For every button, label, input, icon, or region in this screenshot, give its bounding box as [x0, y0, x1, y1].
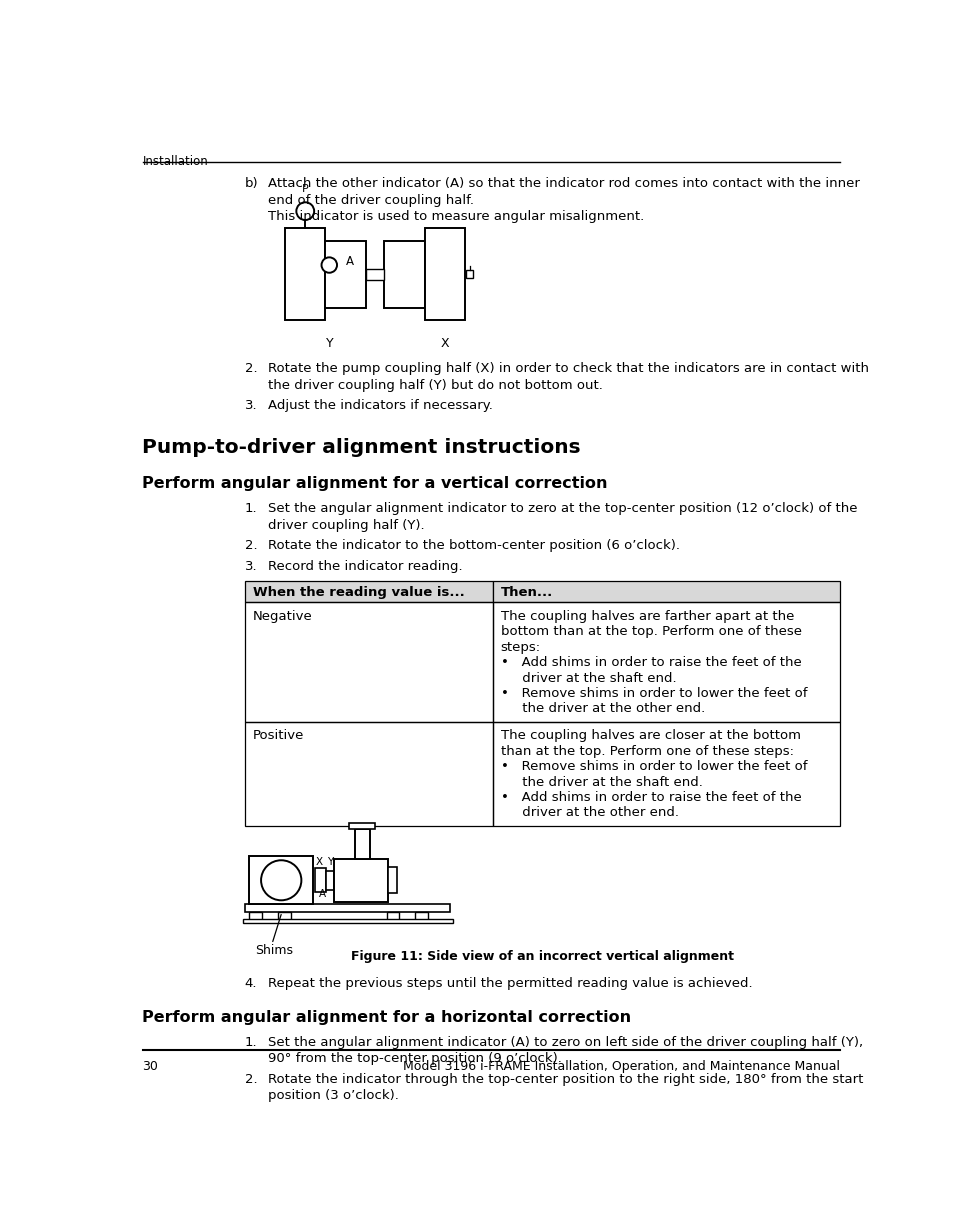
- Text: •   Remove shims in order to lower the feet of: • Remove shims in order to lower the fee…: [500, 761, 806, 773]
- Text: X: X: [315, 856, 322, 867]
- Bar: [388, 867, 397, 893]
- Bar: [349, 822, 375, 829]
- Bar: [466, 270, 473, 279]
- Text: Adjust the indicators if necessary.: Adjust the indicators if necessary.: [268, 399, 493, 412]
- Text: •   Remove shims in order to lower the feet of: • Remove shims in order to lower the fee…: [500, 687, 806, 701]
- Bar: [355, 829, 370, 859]
- Text: 2.: 2.: [245, 1072, 257, 1086]
- Bar: [245, 582, 493, 602]
- Text: bottom than at the top. Perform one of these: bottom than at the top. Perform one of t…: [500, 626, 801, 638]
- Text: When the reading value is...: When the reading value is...: [253, 587, 464, 599]
- Text: Set the angular alignment indicator to zero at the top-center position (12 o’clo: Set the angular alignment indicator to z…: [268, 502, 857, 515]
- Text: the driver at the shaft end.: the driver at the shaft end.: [500, 775, 701, 789]
- Text: Attach the other indicator (A) so that the indicator rod comes into contact with: Attach the other indicator (A) so that t…: [268, 177, 859, 190]
- Text: 4.: 4.: [245, 977, 257, 990]
- Text: Set the angular alignment indicator (A) to zero on left side of the driver coupl: Set the angular alignment indicator (A) …: [268, 1036, 862, 1049]
- Text: Rotate the indicator to the bottom-center position (6 o’clock).: Rotate the indicator to the bottom-cente…: [268, 539, 679, 552]
- Text: Y: Y: [326, 337, 334, 351]
- Bar: [493, 582, 840, 602]
- Text: Model 3196 i-FRAME Installation, Operation, and Maintenance Manual: Model 3196 i-FRAME Installation, Operati…: [402, 1060, 840, 1072]
- Text: driver coupling half (Y).: driver coupling half (Y).: [268, 519, 424, 531]
- Circle shape: [261, 860, 301, 901]
- Text: •   Add shims in order to raise the feet of the: • Add shims in order to raise the feet o…: [500, 791, 801, 804]
- Bar: [243, 919, 452, 923]
- Text: P: P: [302, 184, 309, 194]
- Text: Perform angular alignment for a horizontal correction: Perform angular alignment for a horizont…: [142, 1010, 631, 1025]
- Text: 3.: 3.: [245, 560, 257, 573]
- Bar: [424, 228, 464, 320]
- Bar: [326, 871, 334, 890]
- Text: This indicator is used to measure angular misalignment.: This indicator is used to measure angula…: [268, 210, 643, 223]
- Bar: [493, 721, 840, 826]
- Text: 90° from the top-center position (9 o’clock).: 90° from the top-center position (9 o’cl…: [268, 1053, 561, 1065]
- Text: •   Add shims in order to raise the feet of the: • Add shims in order to raise the feet o…: [500, 656, 801, 669]
- Bar: [245, 904, 450, 912]
- Text: Pump-to-driver alignment instructions: Pump-to-driver alignment instructions: [142, 438, 580, 456]
- Text: end of the driver coupling half.: end of the driver coupling half.: [268, 194, 474, 207]
- Text: the driver at the other end.: the driver at the other end.: [500, 702, 704, 715]
- Bar: [386, 912, 398, 919]
- Text: driver at the shaft end.: driver at the shaft end.: [500, 671, 676, 685]
- Text: The coupling halves are closer at the bottom: The coupling halves are closer at the bo…: [500, 729, 800, 742]
- Text: The coupling halves are farther apart at the: The coupling halves are farther apart at…: [500, 610, 793, 623]
- Text: A: A: [346, 255, 354, 267]
- Bar: [245, 602, 493, 721]
- Text: position (3 o’clock).: position (3 o’clock).: [268, 1090, 398, 1102]
- Text: Then...: Then...: [500, 587, 552, 599]
- Bar: [415, 912, 427, 919]
- Bar: [384, 240, 424, 308]
- Text: driver at the other end.: driver at the other end.: [500, 806, 678, 820]
- Text: b): b): [245, 177, 258, 190]
- Text: Rotate the indicator through the top-center position to the right side, 180° fro: Rotate the indicator through the top-cen…: [268, 1072, 862, 1086]
- Bar: [245, 721, 493, 826]
- Bar: [285, 228, 325, 320]
- Bar: [249, 912, 261, 919]
- Text: Repeat the previous steps until the permitted reading value is achieved.: Repeat the previous steps until the perm…: [268, 977, 752, 990]
- Text: Perform angular alignment for a vertical correction: Perform angular alignment for a vertical…: [142, 476, 607, 491]
- Bar: [365, 269, 384, 280]
- Text: Figure 11: Side view of an incorrect vertical alignment: Figure 11: Side view of an incorrect ver…: [351, 951, 733, 963]
- Text: Installation: Installation: [142, 155, 208, 168]
- Bar: [314, 869, 326, 892]
- Text: Positive: Positive: [253, 729, 304, 742]
- Text: 30: 30: [142, 1060, 158, 1072]
- Text: than at the top. Perform one of these steps:: than at the top. Perform one of these st…: [500, 745, 793, 758]
- Text: 1.: 1.: [245, 1036, 257, 1049]
- Text: Negative: Negative: [253, 610, 312, 623]
- Text: 2.: 2.: [245, 539, 257, 552]
- Text: Shims: Shims: [254, 945, 293, 957]
- Circle shape: [296, 202, 314, 220]
- Text: X: X: [440, 337, 449, 351]
- Bar: [249, 856, 313, 904]
- Text: 1.: 1.: [245, 502, 257, 515]
- Bar: [493, 602, 840, 721]
- Bar: [278, 912, 291, 919]
- Text: Record the indicator reading.: Record the indicator reading.: [268, 560, 462, 573]
- Text: A: A: [318, 890, 325, 899]
- Text: 2.: 2.: [245, 362, 257, 375]
- Text: the driver coupling half (Y) but do not bottom out.: the driver coupling half (Y) but do not …: [268, 379, 602, 391]
- Circle shape: [321, 258, 336, 272]
- Text: Rotate the pump coupling half (X) in order to check that the indicators are in c: Rotate the pump coupling half (X) in ord…: [268, 362, 868, 375]
- Text: steps:: steps:: [500, 640, 540, 654]
- Text: 3.: 3.: [245, 399, 257, 412]
- Text: Y: Y: [327, 856, 333, 867]
- Bar: [334, 859, 388, 902]
- Bar: [325, 240, 365, 308]
